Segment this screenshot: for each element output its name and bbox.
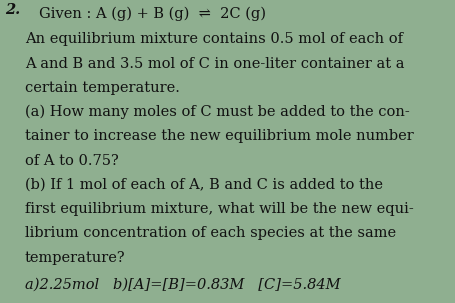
Text: a)2.25mol   b)[A]=[B]=0.83M   [C]=5.84M: a)2.25mol b)[A]=[B]=0.83M [C]=5.84M: [25, 278, 341, 292]
Text: certain temperature.: certain temperature.: [25, 81, 180, 95]
Text: Given : A (g) + B (g)  ⇌  2C (g): Given : A (g) + B (g) ⇌ 2C (g): [39, 6, 266, 21]
Text: (a) How many moles of C must be added to the con-: (a) How many moles of C must be added to…: [25, 105, 410, 119]
Text: A and B and 3.5 mol of C in one-liter container at a: A and B and 3.5 mol of C in one-liter co…: [25, 57, 404, 71]
Text: of A to 0.75?: of A to 0.75?: [25, 154, 119, 168]
Text: librium concentration of each species at the same: librium concentration of each species at…: [25, 226, 396, 240]
Text: (b) If 1 mol of each of A, B and C is added to the: (b) If 1 mol of each of A, B and C is ad…: [25, 178, 383, 192]
Text: first equilibrium mixture, what will be the new equi-: first equilibrium mixture, what will be …: [25, 202, 414, 216]
Text: temperature?: temperature?: [25, 251, 126, 265]
Text: tainer to increase the new equilibrium mole number: tainer to increase the new equilibrium m…: [25, 129, 414, 143]
Text: 2.: 2.: [5, 3, 21, 17]
Text: An equilibrium mixture contains 0.5 mol of each of: An equilibrium mixture contains 0.5 mol …: [25, 32, 403, 46]
